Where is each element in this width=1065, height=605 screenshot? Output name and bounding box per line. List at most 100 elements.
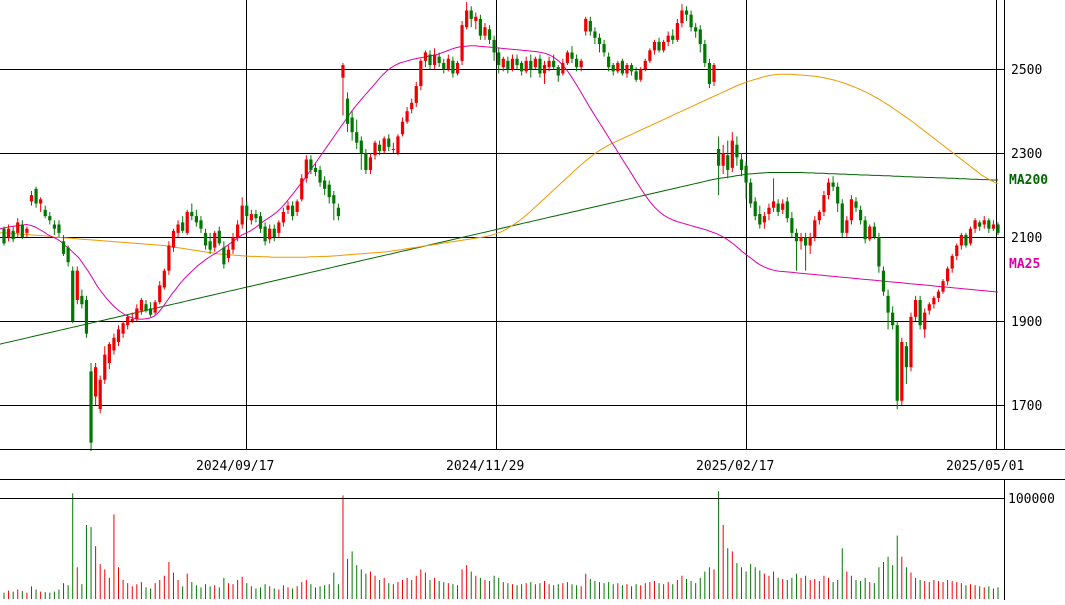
candle-body xyxy=(694,27,698,32)
candle-body xyxy=(932,297,936,305)
candle-body xyxy=(107,344,111,363)
candle-body xyxy=(135,308,139,319)
candle-body xyxy=(455,62,460,74)
volume-tick-label: 100000 xyxy=(1008,492,1055,507)
date-tick-label: 2024/11/29 xyxy=(446,459,524,474)
candle-body xyxy=(98,379,102,410)
candle-body xyxy=(281,211,286,223)
legend-ma200-label: MA200 xyxy=(1009,173,1048,188)
price-axis: 2500 2300 2100 1900 1700 xyxy=(1011,63,1042,414)
candle-body xyxy=(460,25,464,61)
candle-body xyxy=(318,169,322,183)
candle-body xyxy=(698,29,702,45)
candle-body xyxy=(236,224,240,238)
candle-body xyxy=(400,121,405,135)
candle-body xyxy=(336,207,340,217)
candle-body xyxy=(625,65,629,74)
candle-body xyxy=(735,144,739,158)
candle-body xyxy=(465,10,469,28)
candle-body xyxy=(158,285,162,303)
candle-body xyxy=(826,182,831,196)
candle-body xyxy=(840,203,844,233)
candle-body xyxy=(996,224,1000,233)
candle-body xyxy=(345,98,350,124)
candle-body xyxy=(716,148,721,166)
date-axis: 2024/09/17 2024/11/29 2025/02/17 2025/05/01 xyxy=(196,459,1024,474)
candle-body xyxy=(817,211,821,221)
candle-body xyxy=(43,209,47,217)
candle-body xyxy=(776,203,780,212)
candle-body xyxy=(451,60,455,74)
candle-body xyxy=(556,67,560,76)
candle-body xyxy=(973,220,977,229)
candle-body xyxy=(799,237,803,242)
candle-body xyxy=(506,60,510,70)
candle-body xyxy=(854,201,858,208)
candle-body xyxy=(652,41,657,51)
candle-body xyxy=(52,224,56,229)
candle-body xyxy=(217,230,221,244)
candle-body xyxy=(405,111,409,122)
candle-body xyxy=(396,136,400,154)
candle-body xyxy=(268,228,272,240)
candle-body xyxy=(538,58,542,74)
candle-body xyxy=(794,232,799,242)
candle-body xyxy=(414,86,418,103)
candle-body xyxy=(258,216,263,229)
candle-body xyxy=(570,52,574,59)
candle-body xyxy=(350,117,354,133)
candle-body xyxy=(616,62,620,72)
legend: MA200 MA25 xyxy=(1009,173,1048,272)
candle-body xyxy=(199,220,203,229)
candle-body xyxy=(927,304,931,311)
candle-body xyxy=(886,295,890,313)
candle-body xyxy=(767,207,771,215)
candle-body xyxy=(813,220,817,238)
candle-body xyxy=(593,31,597,38)
candle-body xyxy=(533,58,537,68)
candle-body xyxy=(341,65,345,78)
candle-body xyxy=(487,29,492,40)
candle-body xyxy=(121,323,125,334)
candle-body xyxy=(712,65,716,82)
candle-body xyxy=(978,222,982,227)
candle-body xyxy=(469,10,473,19)
candle-body xyxy=(542,65,547,74)
candle-body xyxy=(707,62,712,84)
candle-body xyxy=(144,304,148,311)
ma200-line xyxy=(0,172,998,345)
candle-body xyxy=(313,167,318,173)
candle-body xyxy=(950,255,954,269)
candle-body xyxy=(378,144,382,152)
candle-body xyxy=(982,220,986,225)
candle-body xyxy=(872,226,876,238)
candle-body xyxy=(863,220,867,240)
candle-body xyxy=(964,234,968,246)
candle-body xyxy=(666,35,670,42)
candle-body xyxy=(25,228,29,233)
candle-body xyxy=(845,220,849,233)
candle-body xyxy=(153,302,157,313)
candle-body xyxy=(900,341,904,401)
candle-body xyxy=(34,188,38,204)
candle-body xyxy=(959,234,963,246)
candle-body xyxy=(955,245,959,256)
candle-body xyxy=(327,184,331,198)
candle-body xyxy=(478,18,482,36)
candle-body xyxy=(112,337,116,351)
candle-body xyxy=(295,201,299,212)
candle-body xyxy=(492,39,496,53)
candle-body xyxy=(804,237,808,246)
candle-body xyxy=(602,44,606,53)
candle-body xyxy=(565,52,570,63)
candle-body xyxy=(515,58,519,66)
candle-body xyxy=(80,295,84,305)
candle-body xyxy=(721,153,725,166)
candle-body xyxy=(249,214,253,221)
candle-body xyxy=(744,165,748,183)
candle-body xyxy=(254,214,258,219)
candle-body xyxy=(446,58,450,70)
candle-body xyxy=(749,182,753,204)
candle-body xyxy=(190,211,194,217)
candle-body xyxy=(520,62,524,72)
